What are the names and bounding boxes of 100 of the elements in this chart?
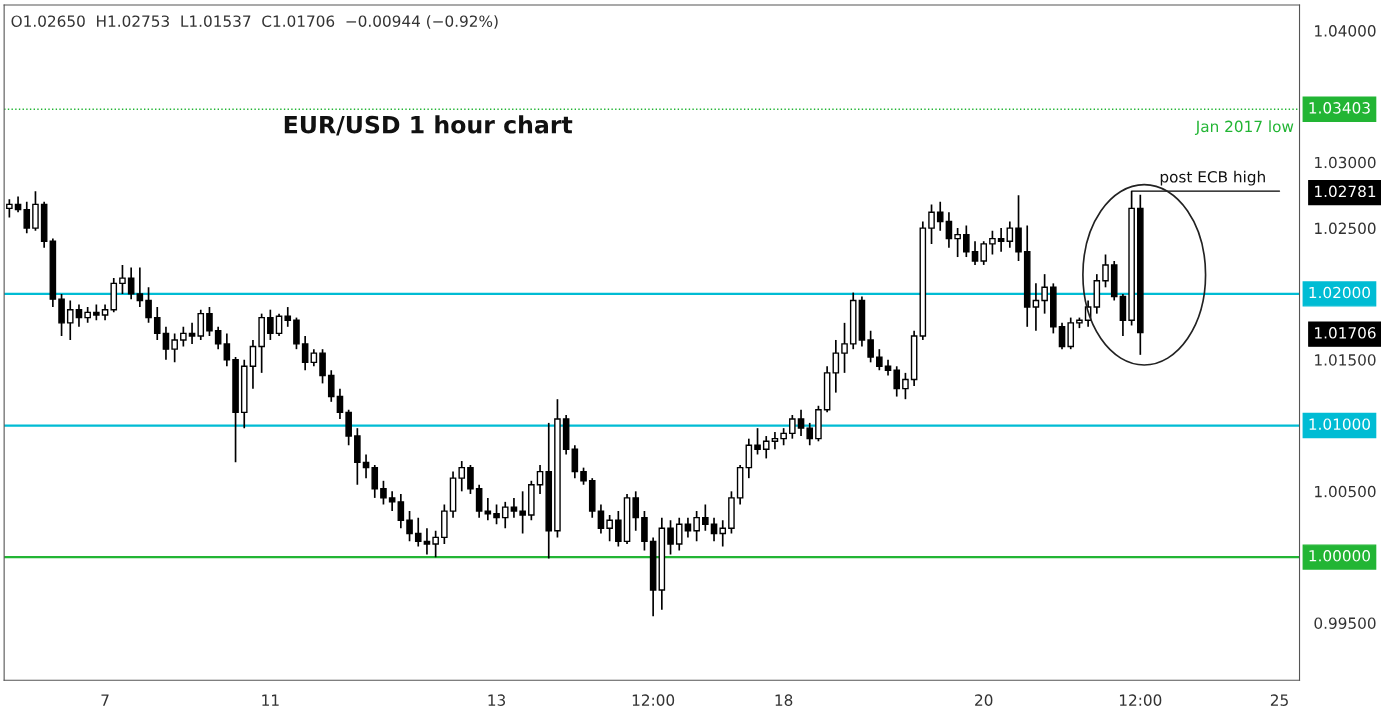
candlestick: [797, 408, 805, 437]
candlestick: [1041, 273, 1048, 315]
candlestick: [510, 497, 518, 519]
candlestick: [963, 224, 970, 258]
candlestick: [945, 211, 953, 249]
candlestick: [641, 510, 648, 552]
candlestick: [876, 348, 883, 372]
candlestick: [380, 479, 387, 506]
candlestick: [267, 308, 274, 341]
candlestick: [806, 422, 814, 447]
text: EUR/USD 1 hour chart: [284, 115, 573, 136]
candlestick: [336, 387, 344, 420]
candlestick: [519, 490, 526, 535]
candlestick: [754, 427, 761, 456]
candlestick: [145, 286, 152, 324]
annotation: Jan 2017 low: [1194, 120, 1294, 136]
candlestick: [66, 299, 74, 341]
y-tick-label: 1.00500: [1315, 485, 1376, 498]
candlestick: [388, 490, 396, 512]
candlestick: [275, 312, 283, 337]
candlestick: [119, 264, 126, 295]
x-tick-label: 20: [975, 694, 993, 706]
x-tick-label: 12:00: [1119, 694, 1162, 706]
y-tick-label: 1.01500: [1315, 354, 1376, 366]
candlestick: [893, 365, 901, 398]
candlestick: [997, 227, 1005, 253]
y-tick-label: 0.99500: [1314, 617, 1376, 629]
candlestick: [702, 503, 709, 532]
candlestick: [632, 490, 640, 532]
candlestick: [693, 510, 700, 543]
candlestick: [954, 227, 961, 258]
candlestick: [1032, 282, 1040, 332]
candlestick: [32, 190, 39, 232]
candlestick: [675, 516, 683, 552]
candlestick: [58, 293, 65, 337]
candlestick: [206, 306, 213, 337]
candlestick: [1067, 316, 1075, 351]
candlestick: [327, 369, 335, 403]
candlestick: [684, 516, 692, 539]
candlestick: [1006, 220, 1014, 249]
candlestick: [841, 322, 848, 374]
candlestick: [284, 306, 292, 328]
candlestick: [171, 332, 178, 364]
candlestick: [867, 329, 874, 364]
candlestick: [606, 514, 613, 543]
candlestick: [980, 240, 988, 266]
candlestick: [249, 339, 257, 390]
candlestick: [762, 435, 770, 460]
candlestick: [75, 303, 83, 328]
annotation: O1.02650 H1.02753 L1.01537 C1.01706 −0.00944 (−0.92%): [11, 15, 498, 29]
candlestick: [162, 325, 170, 361]
candlestick: [971, 240, 979, 266]
candlestick: [771, 431, 779, 451]
y-tick-label: 1.01706: [1315, 327, 1376, 339]
candlestick: [153, 306, 161, 341]
x-tick-label: 7: [101, 694, 109, 706]
x-tick-label: 18: [775, 694, 793, 706]
candlestick: [1058, 322, 1066, 351]
x-tick-label: 11: [262, 694, 279, 706]
x-tick-label: 12:00: [632, 694, 675, 706]
candlestick: [127, 266, 135, 300]
candlestick: [23, 200, 31, 235]
candlestick: [414, 516, 422, 548]
candlestick: [406, 510, 413, 543]
candlestick: [928, 203, 935, 245]
candlestick: [719, 519, 727, 548]
candlestick: [371, 464, 379, 499]
candlestick: [423, 527, 431, 556]
candlestick: [597, 503, 605, 535]
candlestick: [936, 200, 944, 232]
candlestick: [475, 483, 483, 519]
ref-line-label: 1.02000: [1309, 286, 1371, 299]
candlestick: [493, 503, 500, 526]
candlestick: [902, 372, 909, 401]
candlestick: [484, 497, 492, 522]
candlestick: [667, 519, 674, 556]
candlestick: [223, 332, 231, 368]
candlestick: [1102, 253, 1109, 289]
ref-line-label: 1.01000: [1309, 418, 1371, 430]
ref-line-label: 1.03403: [1309, 102, 1370, 114]
candlestick: [197, 308, 205, 341]
candlestick: [832, 339, 840, 394]
candlestick: [467, 464, 474, 495]
candlestick: [6, 198, 13, 219]
candlestick: [789, 414, 796, 440]
ref-line-label: 1.00000: [1309, 550, 1371, 562]
candlestick: [397, 493, 405, 530]
candlestick: [214, 325, 222, 351]
y-tick-label: 1.03000: [1315, 156, 1376, 169]
candlestick: [989, 229, 996, 256]
candlestick: [501, 501, 509, 530]
candlestick: [345, 408, 352, 447]
candlestick: [319, 348, 326, 385]
candlestick: [1119, 293, 1127, 337]
x-tick-label: 13: [488, 694, 506, 706]
candlestick: [180, 325, 187, 348]
y-tick-label: 1.04000: [1315, 25, 1376, 37]
candlestick: [188, 322, 196, 345]
candlestick: [458, 460, 466, 493]
candlestick: [432, 529, 439, 558]
